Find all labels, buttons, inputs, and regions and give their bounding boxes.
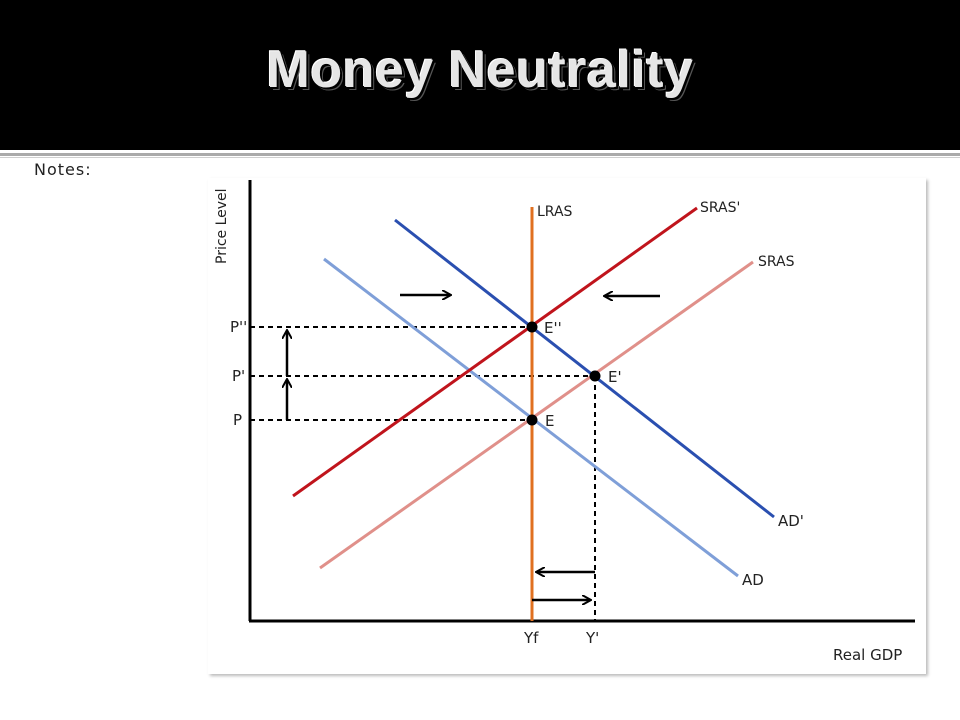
slide-header: Money Neutrality [0,0,960,150]
sras-curve [319,260,754,570]
p-double-prime-label: P'' [230,318,247,336]
point-e-prime [589,370,601,382]
y-axis-label: Price Level [214,188,230,264]
point-e-prime-label: E' [608,368,622,386]
slide-title: Money Neutrality [266,41,694,99]
header-divider [0,153,960,156]
yf-label: Yf [523,629,539,647]
point-e-double-prime-label: E'' [544,319,562,337]
p-prime-label: P' [232,367,245,385]
header-divider-thin [0,157,960,158]
sras-label: SRAS [758,254,795,270]
ad-label: AD [742,571,764,589]
point-e-double-prime [526,321,538,333]
notes-label: Notes: [34,160,92,179]
sras-prime-curve [292,206,698,498]
lras-label: LRAS [537,204,573,220]
ad-prime-curve [394,218,775,519]
ad-prime-label: AD' [778,512,804,530]
point-e [526,414,538,426]
x-axis-label: Real GDP [833,646,902,664]
point-e-label: E [545,412,554,430]
y-prime-label: Y' [585,629,599,647]
p-label: P [233,411,242,429]
sras-prime-label: SRAS' [700,200,740,216]
